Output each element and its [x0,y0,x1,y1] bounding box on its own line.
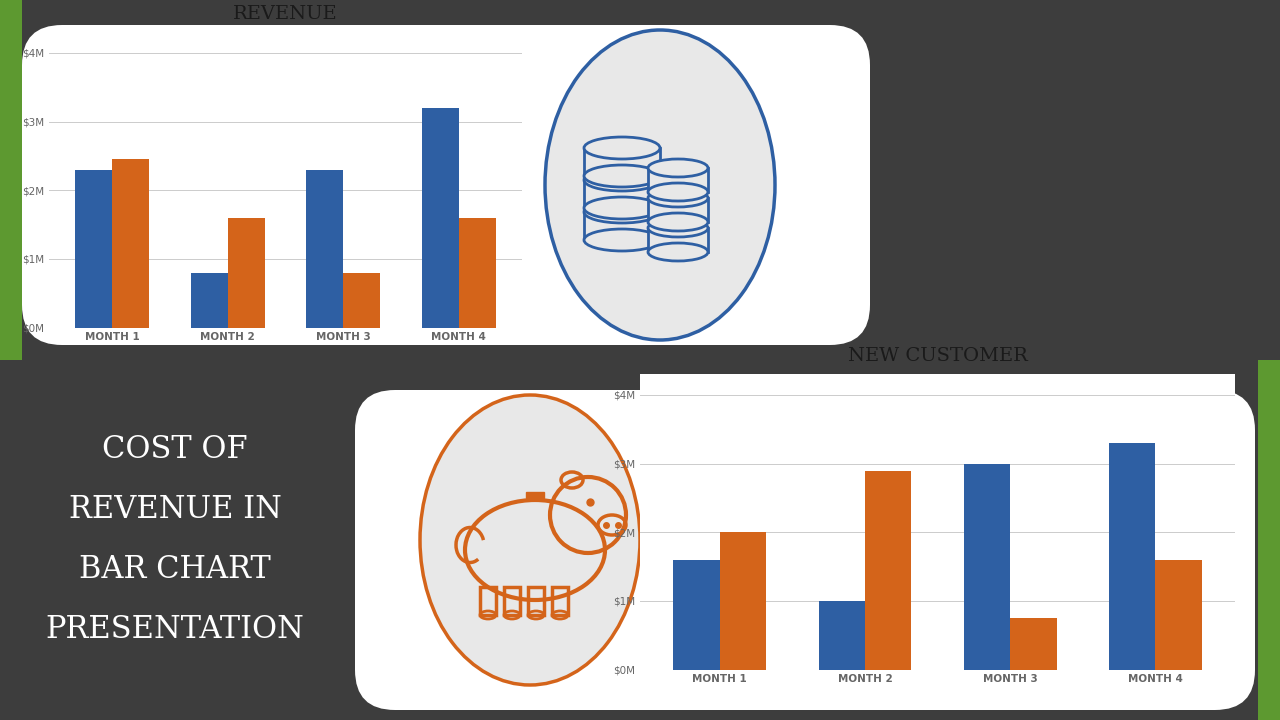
Ellipse shape [584,137,660,159]
Title: REVENUE: REVENUE [233,4,338,22]
Bar [529,587,544,615]
Text: BAR CHART: BAR CHART [79,554,271,585]
Ellipse shape [584,197,660,219]
Ellipse shape [648,219,708,237]
Bar [480,587,497,615]
Bar [648,228,708,252]
FancyBboxPatch shape [22,25,870,345]
Bar [865,470,911,670]
Ellipse shape [584,169,660,191]
Bar [584,212,660,240]
Bar [673,559,719,670]
Bar [421,108,458,328]
Ellipse shape [648,183,708,201]
Ellipse shape [545,30,774,340]
Bar [504,587,520,615]
Bar [306,170,343,328]
Bar [458,217,495,328]
Text: PRESENTATION: PRESENTATION [46,614,305,646]
Bar [1010,618,1057,670]
Bar [1108,443,1156,670]
Text: REVENUE IN: REVENUE IN [69,495,282,526]
Ellipse shape [648,159,708,177]
Bar [228,217,265,328]
Bar [552,587,568,615]
Title: NEW CUSTOMER: NEW CUSTOMER [847,346,1028,364]
Ellipse shape [584,165,660,187]
Ellipse shape [584,229,660,251]
Bar [191,273,228,328]
Ellipse shape [420,395,640,685]
FancyBboxPatch shape [355,390,1254,710]
Ellipse shape [584,201,660,223]
Bar [0,0,22,360]
Bar [526,492,544,498]
Bar [584,180,660,208]
Bar [964,464,1010,670]
Text: COST OF: COST OF [102,434,248,466]
Bar [76,170,113,328]
Bar [584,148,660,176]
Ellipse shape [648,243,708,261]
Bar [343,273,380,328]
Bar [1156,559,1202,670]
Bar [1258,360,1280,720]
Bar [819,601,865,670]
Bar [648,168,708,192]
Bar [113,159,150,328]
Ellipse shape [648,213,708,231]
Ellipse shape [648,189,708,207]
Bar [719,532,767,670]
Bar [648,198,708,222]
